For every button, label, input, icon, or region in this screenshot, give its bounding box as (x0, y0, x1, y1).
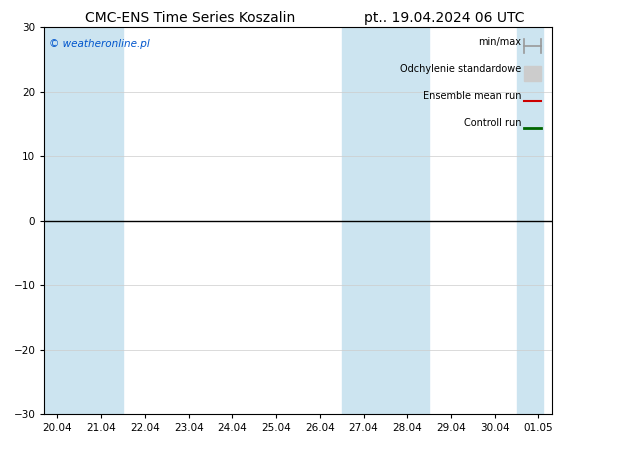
Text: © weatheronline.pl: © weatheronline.pl (49, 39, 150, 49)
Bar (524, 66, 541, 81)
Bar (385, 27, 429, 414)
Text: Controll run: Controll run (463, 118, 521, 128)
Bar (342, 27, 385, 414)
Text: pt.. 19.04.2024 06 UTC: pt.. 19.04.2024 06 UTC (363, 11, 524, 25)
Text: Odchylenie standardowe: Odchylenie standardowe (400, 64, 521, 74)
Text: CMC-ENS Time Series Koszalin: CMC-ENS Time Series Koszalin (85, 11, 295, 25)
Text: min/max: min/max (478, 37, 521, 47)
Bar (36, 27, 79, 414)
Text: Ensemble mean run: Ensemble mean run (423, 91, 521, 101)
Bar (517, 27, 543, 414)
Bar (79, 27, 123, 414)
